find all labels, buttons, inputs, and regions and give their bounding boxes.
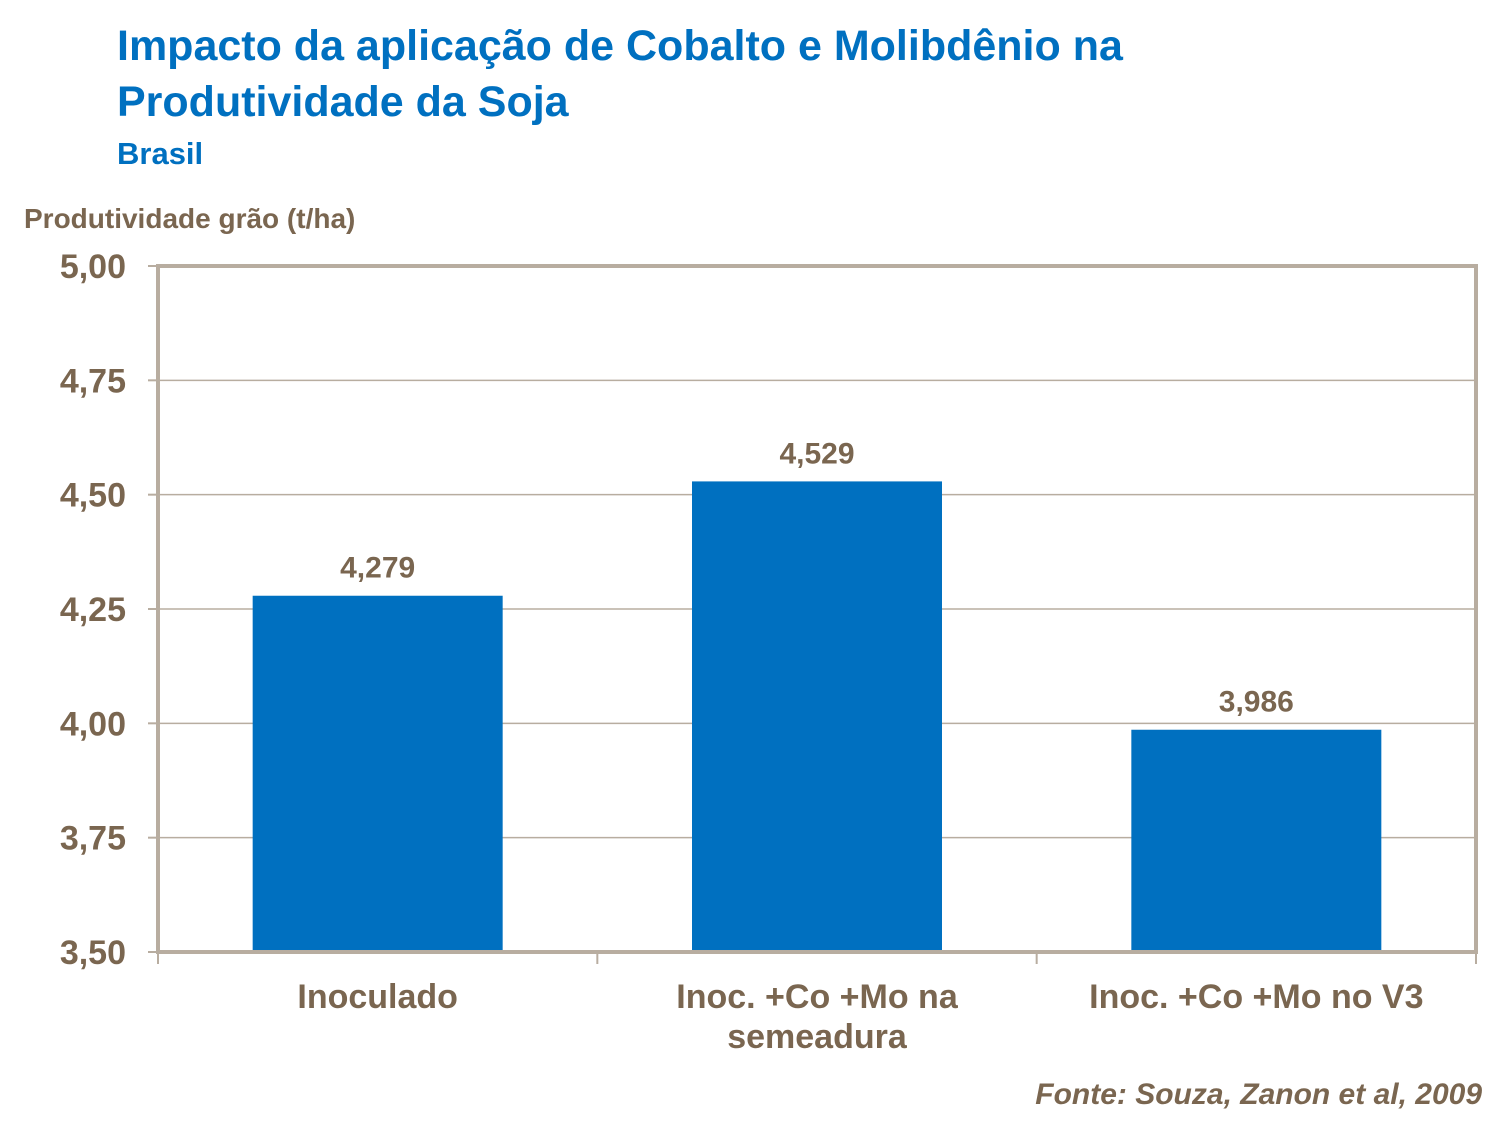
bar [692,481,942,952]
y-tick-label: 5,00 [60,248,126,286]
chart-title: Impacto da aplicação de Cobalto e Molibd… [117,18,1123,130]
source-note: Fonte: Souza, Zanon et al, 2009 [1035,1078,1482,1111]
y-tick-label: 3,75 [60,820,126,858]
chart-title-line-2: Produtividade da Soja [117,78,569,126]
data-label: 4,279 [340,552,415,585]
chart-subtitle: Brasil [117,136,204,171]
x-tick-label: Inoc. +Co +Mo na [676,978,959,1016]
data-label: 3,986 [1219,686,1294,719]
bar [1131,729,1382,952]
x-tick-label: Inoculado [297,978,458,1016]
y-tick-label: 4,00 [60,705,126,743]
y-tick-label: 4,50 [60,477,126,515]
plot-frame [156,264,1478,954]
x-tick-label: semeadura [727,1018,908,1056]
x-tick-label: Inoc. +Co +Mo no V3 [1089,978,1423,1016]
y-tick-label: 4,75 [60,362,126,400]
data-label: 4,529 [779,437,854,470]
y-tick-label: 3,50 [60,934,126,972]
y-tick-label: 4,25 [60,591,126,629]
y-axis-label: Produtividade grão (t/ha) [24,203,356,234]
chart-title-line-1: Impacto da aplicação de Cobalto e Molibd… [117,22,1123,70]
bar [252,595,503,952]
